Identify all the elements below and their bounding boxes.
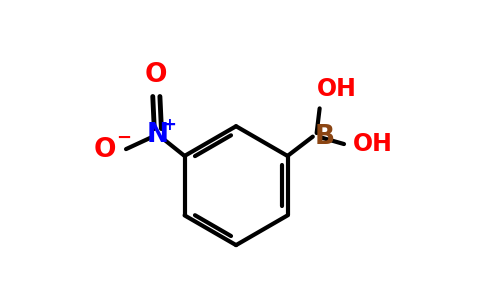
Text: OH: OH <box>317 77 357 101</box>
Text: OH: OH <box>353 132 393 156</box>
Text: N: N <box>147 122 169 148</box>
Text: +: + <box>162 116 176 134</box>
Text: −: − <box>116 129 131 147</box>
Text: O: O <box>94 137 116 163</box>
Text: B: B <box>314 124 334 150</box>
Text: O: O <box>145 61 167 88</box>
